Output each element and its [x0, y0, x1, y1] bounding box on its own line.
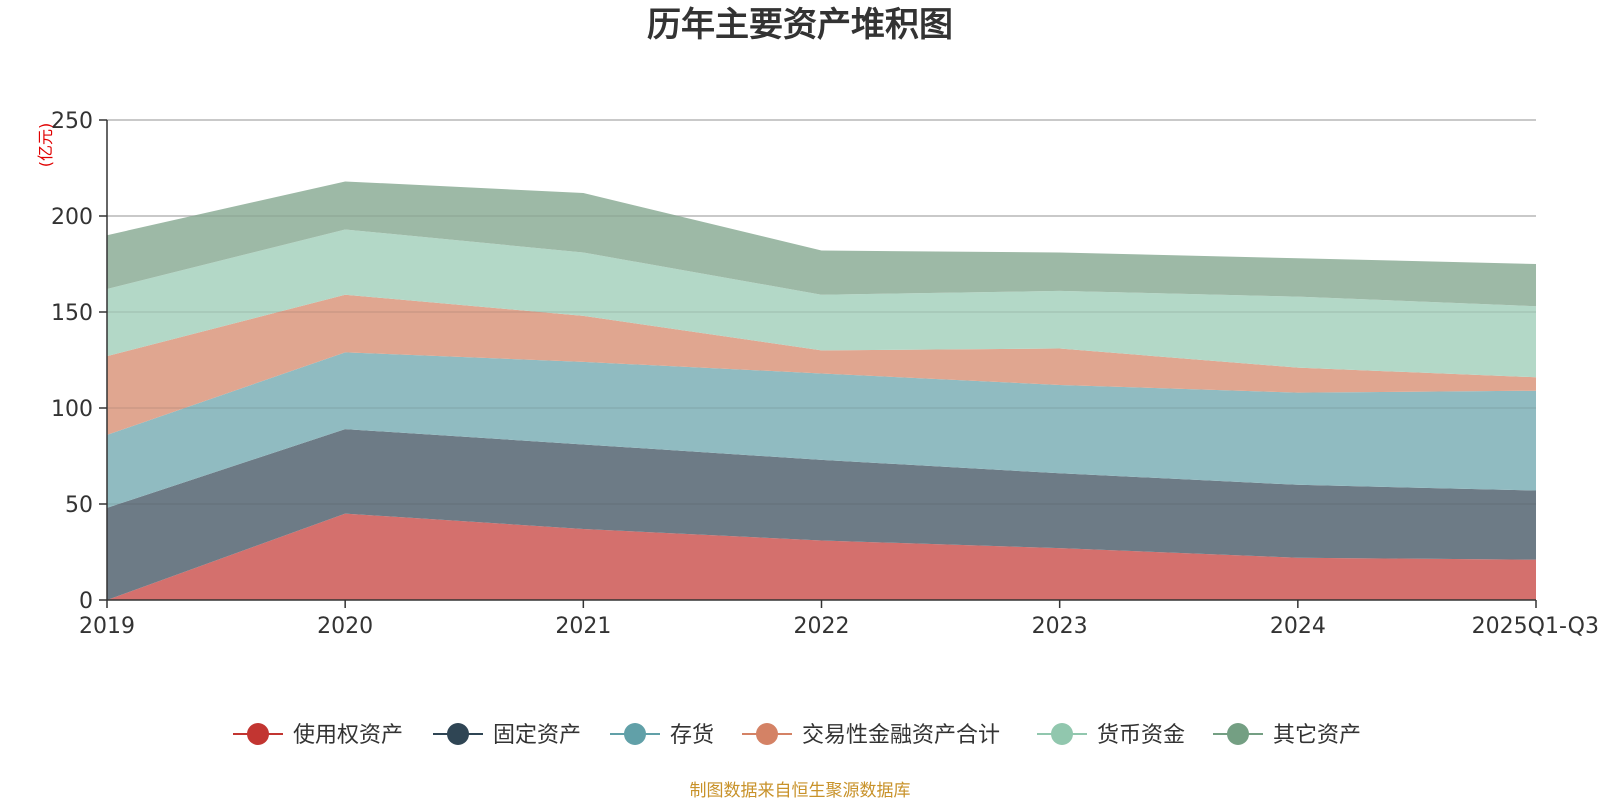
- x-tick-label-0: 2019: [79, 614, 135, 639]
- y-tick-label-100: 100: [51, 397, 93, 422]
- x-tick-label-3: 2022: [794, 614, 850, 639]
- x-tick-label-1: 2020: [317, 614, 373, 639]
- legend-item-0: 使用权资产: [233, 723, 403, 748]
- source-note: 制图数据来自恒生聚源数据库: [690, 781, 911, 800]
- legend-marker-0: [247, 723, 269, 745]
- legend-marker-4: [1051, 723, 1073, 745]
- y-tick-label-0: 0: [79, 589, 93, 614]
- y-tick-label-150: 150: [51, 301, 93, 326]
- legend-item-2: 存货: [610, 723, 714, 748]
- y-axis-unit-label: (亿元): [36, 123, 55, 168]
- legend-item-3: 交易性金融资产合计: [742, 723, 1000, 748]
- axes: 0 50 100 150 200 250 2019 2020 2021 2022 2023 2024 2…: [51, 109, 1599, 639]
- area-series-3: [107, 294, 1536, 435]
- area-series-4: [107, 229, 1536, 378]
- x-tick-label-5: 2024: [1270, 614, 1326, 639]
- legend-marker-5: [1227, 723, 1249, 745]
- legend-item-1: 固定资产: [433, 723, 581, 748]
- chart-title: 历年主要资产堆积图: [647, 5, 953, 45]
- legend: 使用权资产 固定资产 存货 交易性金融资产合计 货币资金 其它资产: [233, 723, 1361, 748]
- series-areas: [107, 119, 1536, 600]
- legend-marker-1: [447, 723, 469, 745]
- x-tick-label-4: 2023: [1032, 614, 1088, 639]
- legend-label-3: 交易性金融资产合计: [802, 723, 1000, 748]
- x-tick-label-2: 2021: [555, 614, 611, 639]
- x-tick-label-6: 2025Q1-Q3: [1472, 614, 1599, 639]
- legend-label-2: 存货: [670, 723, 714, 748]
- area-series-0: [107, 513, 1536, 600]
- area-series-5: [107, 181, 1536, 307]
- legend-label-5: 其它资产: [1273, 723, 1361, 748]
- area-series-2: [107, 352, 1536, 508]
- legend-label-1: 固定资产: [493, 723, 581, 748]
- y-tick-label-50: 50: [65, 493, 93, 518]
- legend-item-5: 其它资产: [1213, 723, 1361, 748]
- legend-item-4: 货币资金: [1037, 723, 1185, 748]
- legend-label-0: 使用权资产: [293, 723, 403, 748]
- legend-marker-2: [624, 723, 646, 745]
- y-tick-label-200: 200: [51, 205, 93, 230]
- area-series-1: [107, 429, 1536, 600]
- legend-marker-3: [756, 723, 778, 745]
- legend-label-4: 货币资金: [1097, 723, 1185, 748]
- y-tick-label-250: 250: [51, 109, 93, 134]
